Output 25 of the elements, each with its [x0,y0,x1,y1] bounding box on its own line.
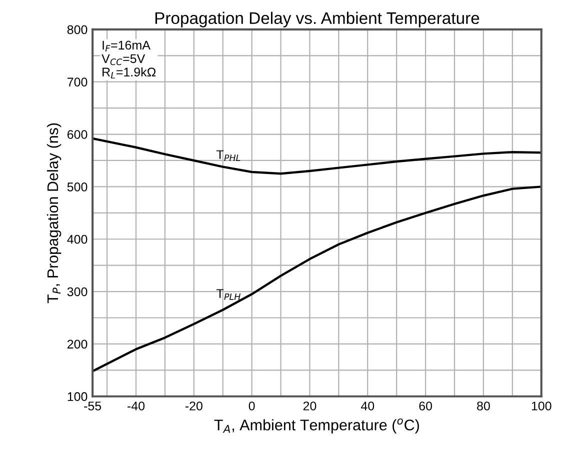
x-tick-label: 20 [303,402,316,410]
y-tick-label: 400 [67,234,88,244]
x-tick-label: -55 [84,402,102,410]
y-tick-label: 600 [67,130,88,139]
x-tick-label: 0 [248,402,255,410]
series-label: T$_{PHL}$ [216,150,240,161]
x-axis-title: T$_{A}$, Ambient Temperature ($^{o}$C) [214,418,419,434]
y-axis-title: T$_{P}$, Propagation Delay (ns) [46,123,62,304]
line-series [92,186,542,372]
x-tick-label: -40 [128,402,145,410]
x-tick-label: 80 [477,402,490,410]
series-label: T$_{PLH}$ [216,289,240,300]
y-tick-label: 800 [67,25,88,34]
y-tick-label: 700 [67,78,88,87]
y-tick-label: 500 [67,182,88,192]
y-tick-label: 100 [68,392,88,402]
x-tick-label: 40 [360,402,374,410]
line-series [92,137,542,175]
text: I$_{F}$=16mA V$_{CC}$=5V R$_{L}$=1.9kΩ [102,40,156,78]
x-tick-label: -20 [185,402,202,410]
chart-title: Propagation Delay vs. Ambient Temperature [155,12,480,28]
y-tick-label: 200 [67,340,88,349]
x-tick-label: 60 [419,402,432,410]
x-tick-label: 100 [532,402,552,410]
y-tick-label: 300 [67,287,88,296]
